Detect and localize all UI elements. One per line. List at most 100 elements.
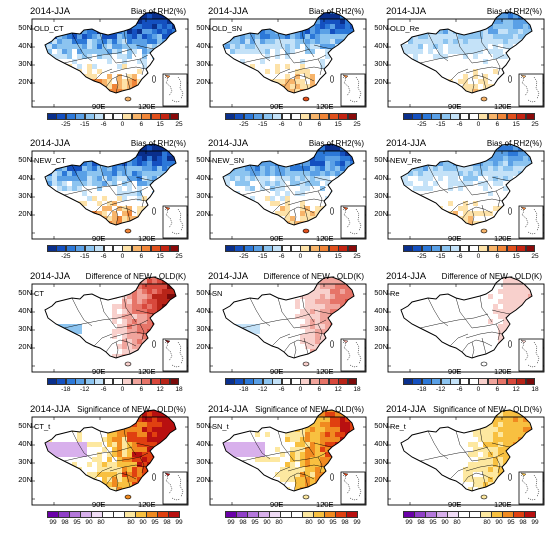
- colorbar-swatch: [516, 245, 527, 252]
- experiment-label: NEW_CT: [34, 156, 66, 165]
- colorbar-swatch: [102, 511, 114, 518]
- colorbar-swatch: [225, 378, 235, 385]
- south-china-sea-inset: [340, 471, 366, 505]
- panel-season: 2014-JJA: [30, 138, 71, 149]
- colorbar-swatch: [319, 378, 330, 385]
- panel-title: Bias of RH2(%): [130, 139, 186, 148]
- province-borders: [419, 295, 511, 359]
- colorbar-swatch: [497, 245, 508, 252]
- panel-season: 2014-JJA: [30, 6, 71, 17]
- province-borders: [241, 295, 333, 359]
- colorbar-tick-label: -15: [80, 121, 90, 128]
- colorbar-swatch: [300, 378, 311, 385]
- panel-season: 2014-JJA: [30, 271, 71, 282]
- colorbar-swatch: [65, 378, 76, 385]
- colorbar-tick-label: 0: [298, 121, 303, 128]
- colorbar-tick-label: 0: [120, 386, 125, 393]
- panel-season: 2014-JJA: [30, 404, 71, 415]
- field-shading: [45, 144, 176, 225]
- colorbar-swatch: [502, 511, 514, 518]
- colorbar-tick-label: -6: [278, 121, 285, 128]
- latitude-label: 50N: [196, 421, 210, 430]
- colorbar-swatch: [150, 113, 161, 120]
- province-borders: [419, 30, 511, 94]
- latitude-label: 50N: [374, 155, 388, 164]
- colorbar-tick-label: 6: [317, 121, 322, 128]
- latitude-label: 40N: [196, 41, 210, 50]
- colorbar-swatch: [56, 378, 67, 385]
- field-shading: [223, 410, 354, 491]
- colorbar-tick-label: -12: [258, 386, 268, 393]
- colorbar-swatch: [103, 245, 114, 252]
- colorbar-tick-label: 6: [139, 386, 144, 393]
- colorbar-tick-label: 15: [334, 121, 342, 128]
- map-plot: [209, 276, 367, 373]
- map-frame: [209, 416, 367, 506]
- colorbar-tick-label: -18: [239, 386, 249, 393]
- colorbar-swatch: [168, 511, 180, 518]
- map-plot: [387, 276, 545, 373]
- latitude-label: 20N: [374, 209, 388, 218]
- panel-title: Bias of RH2(%): [130, 7, 186, 16]
- longitude-label: 90E: [270, 367, 284, 376]
- colorbar-swatch: [478, 113, 489, 120]
- longitude-label: 120E: [494, 367, 512, 376]
- colorbar-tick-label: -25: [61, 253, 71, 260]
- map-panel-ct_t: 2014-JJA Significance of NEW - OLD(%) CT_t…: [12, 401, 189, 529]
- map-panel-new_re: 2014-JJA Bias of RH2(%) NEW_Re 50N 40N 30N 20N…: [368, 135, 545, 263]
- latitude-label: 40N: [374, 439, 388, 448]
- colorbar-swatch: [302, 511, 314, 518]
- latitude-label: 50N: [18, 155, 32, 164]
- colorbar-swatch: [459, 378, 470, 385]
- map-frame: [387, 150, 545, 240]
- colorbar-swatch: [281, 245, 292, 252]
- map-frame: [209, 150, 367, 240]
- map-panel-old_re: 2014-JJA Bias of RH2(%) OLD_Re 50N 40N 30N 20N…: [368, 3, 545, 131]
- latitude-label: 30N: [196, 59, 210, 68]
- longitude-label: 120E: [494, 102, 512, 111]
- colorbar-tick-label: 80: [275, 519, 283, 526]
- colorbar-swatch: [253, 378, 264, 385]
- colorbar-swatch: [280, 511, 292, 518]
- colorbar-tick-label: -18: [417, 386, 427, 393]
- colorbar-swatch: [478, 378, 489, 385]
- colorbar-swatch: [487, 113, 498, 120]
- latitude-label: 30N: [374, 59, 388, 68]
- colorbar-tick-label: -12: [80, 386, 90, 393]
- colorbar-tick-label: -6: [100, 253, 107, 260]
- colorbar-swatch: [169, 113, 180, 120]
- longitude-label: 120E: [316, 367, 334, 376]
- map-plot: [387, 11, 545, 108]
- colorbar-swatch: [135, 511, 147, 518]
- colorbar-swatch: [47, 113, 57, 120]
- south-china-sea-inset: [162, 73, 188, 107]
- colorbar-swatch: [47, 378, 57, 385]
- colorbar-swatch: [269, 511, 281, 518]
- colorbar-tick-label: 80: [305, 519, 313, 526]
- colorbar-swatch: [328, 113, 339, 120]
- colorbar-tick-label: 15: [156, 121, 164, 128]
- field-shading: [223, 12, 354, 93]
- colorbar-tick-label: 25: [531, 121, 539, 128]
- colorbar-swatch: [69, 511, 81, 518]
- experiment-label: SN: [212, 289, 223, 298]
- colorbar: 99 98 95 90 80 80 90 95 98 99: [403, 511, 539, 529]
- longitude-label: 90E: [92, 234, 106, 243]
- field-shading: [45, 12, 176, 93]
- colorbar-swatch: [440, 378, 451, 385]
- colorbar-swatch: [347, 378, 358, 385]
- colorbar-tick-label: -6: [100, 386, 107, 393]
- colorbar-swatch: [478, 245, 489, 252]
- panel-title: Significance of NEW - OLD(%): [255, 405, 364, 414]
- colorbar-tick-label: 6: [317, 386, 322, 393]
- panel-season: 2014-JJA: [208, 271, 249, 282]
- latitude-label: 20N: [18, 475, 32, 484]
- colorbar-swatch: [487, 245, 498, 252]
- colorbar-swatch: [84, 245, 95, 252]
- latitude-label: 30N: [374, 191, 388, 200]
- colorbar-swatch: [300, 245, 311, 252]
- latitude-label: 20N: [196, 77, 210, 86]
- longitude-label: 90E: [92, 500, 106, 509]
- experiment-label: OLD_CT: [34, 24, 64, 33]
- longitude-label: 120E: [494, 500, 512, 509]
